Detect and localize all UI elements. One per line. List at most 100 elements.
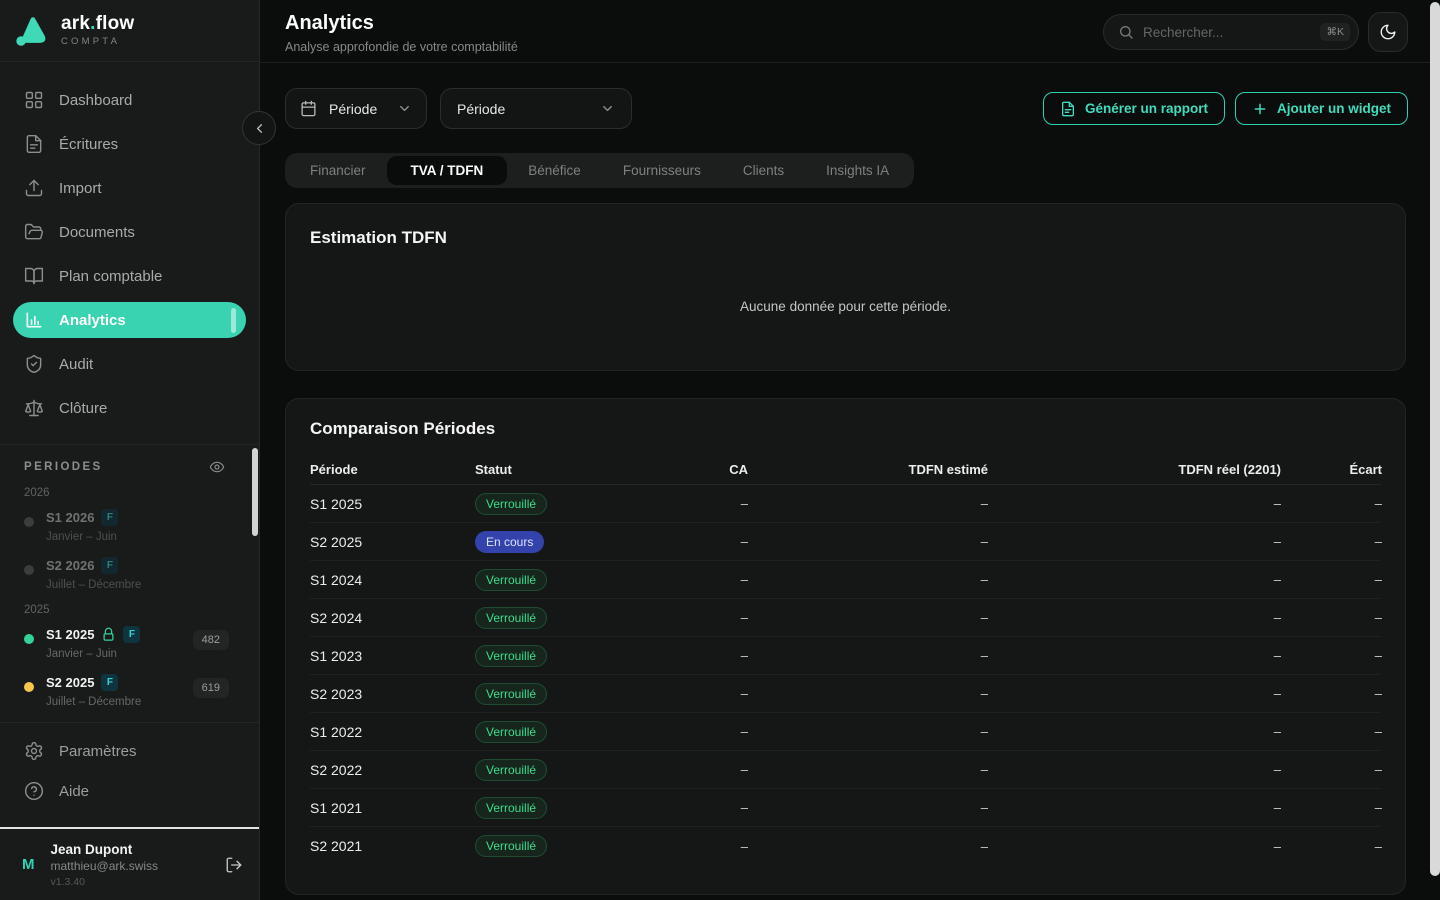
- eye-icon[interactable]: [209, 459, 225, 475]
- document-lines-icon: [24, 134, 44, 154]
- logout-icon: [225, 856, 243, 874]
- period-status-dot: [24, 517, 34, 527]
- tdfn-estime-cell: –: [748, 839, 988, 854]
- ecart-cell: –: [1281, 800, 1382, 815]
- period-name: S2 2026: [46, 558, 94, 573]
- ecart-cell: –: [1281, 686, 1382, 701]
- theme-toggle-button[interactable]: [1368, 12, 1408, 52]
- ecart-cell: –: [1281, 610, 1382, 625]
- chevron-left-icon: [252, 121, 267, 136]
- tab-benefice[interactable]: Bénéfice: [507, 153, 602, 188]
- sidebar-item-cloture[interactable]: Clôture: [0, 386, 259, 430]
- global-search[interactable]: ⌘K: [1103, 14, 1359, 50]
- ecart-cell: –: [1281, 534, 1382, 549]
- add-widget-button[interactable]: Ajouter un widget: [1235, 92, 1408, 125]
- tdfn-estime-cell: –: [748, 534, 988, 549]
- logout-button[interactable]: [225, 856, 243, 874]
- periods-title: PERIODES: [24, 461, 103, 473]
- period-cell: S2 2023: [310, 686, 475, 702]
- sidebar-item-documents[interactable]: Documents: [0, 210, 259, 254]
- brand-tagline: COMPTA: [61, 36, 134, 47]
- tdfn-estime-cell: –: [748, 648, 988, 663]
- period-cell: S1 2024: [310, 572, 475, 588]
- sidebar-item-aide[interactable]: Aide: [0, 771, 259, 811]
- period-name: S2 2025: [46, 675, 94, 690]
- tab-fournisseurs[interactable]: Fournisseurs: [602, 153, 722, 188]
- periods-scrollbar-thumb[interactable]: [252, 448, 258, 536]
- tdfn-reel-cell: –: [988, 572, 1281, 587]
- calendar-icon: [300, 100, 317, 117]
- ecart-cell: –: [1281, 762, 1382, 777]
- sidebar-item-parametres[interactable]: Paramètres: [0, 731, 259, 771]
- period-group-2026: 2026 S1 2026 F Janvier – Juin S2 2026 F: [24, 487, 259, 591]
- table-header-row: Période Statut CA TDFN estimé TDFN réel …: [310, 455, 1381, 485]
- period-filter-label: Période: [329, 101, 377, 117]
- generate-report-button[interactable]: Générer un rapport: [1043, 92, 1225, 125]
- brand-logo: ark.flow COMPTA: [0, 0, 259, 62]
- sidebar-item-analytics[interactable]: Analytics: [13, 302, 246, 338]
- sidebar-collapse-button[interactable]: [242, 111, 276, 145]
- status-badge: Verrouillé: [475, 645, 547, 667]
- ecart-cell: –: [1281, 724, 1382, 739]
- sidebar-item-import[interactable]: Import: [0, 166, 259, 210]
- tab-clients[interactable]: Clients: [722, 153, 805, 188]
- tab-financier[interactable]: Financier: [289, 153, 387, 188]
- period-range: Juillet – Décembre: [46, 579, 141, 591]
- report-file-icon: [1060, 101, 1076, 117]
- period-item-s2-2026[interactable]: S2 2026 F Juillet – Décembre: [24, 556, 259, 591]
- ecart-cell: –: [1281, 572, 1382, 587]
- tdfn-reel-cell: –: [988, 534, 1281, 549]
- period-item-s2-2025[interactable]: S2 2025 F Juillet – Décembre 619: [24, 673, 259, 708]
- fiscal-flag-badge: F: [101, 509, 118, 526]
- period-select[interactable]: Période: [440, 88, 632, 129]
- status-badge: En cours: [475, 531, 544, 553]
- column-header: Écart: [1281, 462, 1382, 477]
- table-row: S2 2025 En cours – – – –: [310, 523, 1381, 561]
- generate-report-label: Générer un rapport: [1085, 101, 1208, 116]
- period-item-s1-2026[interactable]: S1 2026 F Janvier – Juin: [24, 508, 259, 543]
- period-name: S1 2026: [46, 510, 94, 525]
- page-scrollbar-thumb[interactable]: [1430, 2, 1440, 876]
- ca-cell: –: [645, 496, 748, 511]
- table-row: S1 2022 Verrouillé – – – –: [310, 713, 1381, 751]
- sidebar-item-label: Clôture: [59, 400, 107, 417]
- ca-cell: –: [645, 534, 748, 549]
- table-row: S1 2025 Verrouillé – – – –: [310, 485, 1381, 523]
- table-row: S2 2024 Verrouillé – – – –: [310, 599, 1381, 637]
- gear-icon: [24, 741, 44, 761]
- table-row: S1 2021 Verrouillé – – – –: [310, 789, 1381, 827]
- status-badge: Verrouillé: [475, 607, 547, 629]
- period-cell: S1 2023: [310, 648, 475, 664]
- status-badge: Verrouillé: [475, 569, 547, 591]
- tdfn-estime-cell: –: [748, 496, 988, 511]
- tab-tva-tdfn[interactable]: TVA / TDFN: [387, 156, 508, 185]
- scale-icon: [24, 398, 44, 418]
- sidebar-item-ecritures[interactable]: Écritures: [0, 122, 259, 166]
- search-input[interactable]: [1143, 25, 1311, 40]
- ecart-cell: –: [1281, 648, 1382, 663]
- period-group-2025: 2025 S1 2025 F Janvier – Juin 482: [24, 604, 259, 708]
- period-item-s1-2025[interactable]: S1 2025 F Janvier – Juin 482: [24, 625, 259, 660]
- app-version: v1.3.40: [51, 876, 159, 888]
- table-row: S2 2022 Verrouillé – – – –: [310, 751, 1381, 789]
- sidebar-item-audit[interactable]: Audit: [0, 342, 259, 386]
- search-icon: [1118, 24, 1134, 40]
- sidebar-item-dashboard[interactable]: Dashboard: [0, 78, 259, 122]
- column-header: CA: [645, 462, 748, 477]
- tab-insights-ia[interactable]: Insights IA: [805, 153, 910, 188]
- period-cell: S1 2021: [310, 800, 475, 816]
- period-filter-button[interactable]: Période: [285, 88, 427, 129]
- period-status-dot: [24, 565, 34, 575]
- period-cell: S2 2021: [310, 838, 475, 854]
- tdfn-estime-cell: –: [748, 686, 988, 701]
- status-badge: Verrouillé: [475, 835, 547, 857]
- chevron-down-icon: [397, 101, 412, 116]
- sidebar-item-label: Audit: [59, 356, 93, 373]
- period-status-dot: [24, 682, 34, 692]
- main-content: Analytics Analyse approfondie de votre c…: [260, 0, 1440, 900]
- nav-scrollbar-thumb[interactable]: [231, 308, 236, 333]
- page-header: Analytics Analyse approfondie de votre c…: [260, 0, 1440, 63]
- tdfn-reel-cell: –: [988, 762, 1281, 777]
- page-subtitle: Analyse approfondie de votre comptabilit…: [285, 40, 518, 54]
- sidebar-item-plan-comptable[interactable]: Plan comptable: [0, 254, 259, 298]
